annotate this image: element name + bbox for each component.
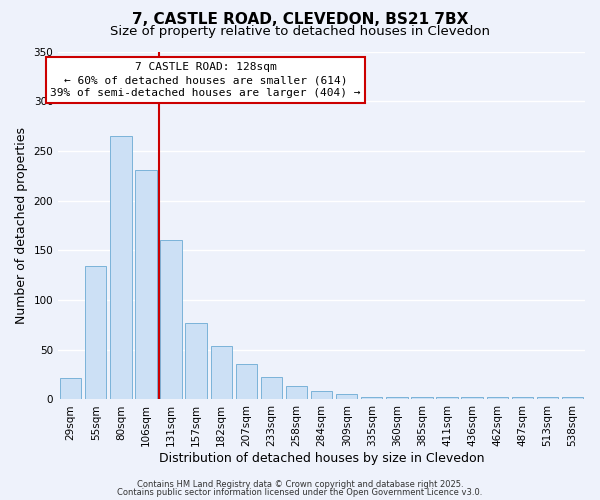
Text: Contains HM Land Registry data © Crown copyright and database right 2025.: Contains HM Land Registry data © Crown c…	[137, 480, 463, 489]
Bar	[512, 398, 533, 400]
Y-axis label: Number of detached properties: Number of detached properties	[15, 127, 28, 324]
Bar	[386, 398, 407, 400]
Bar	[562, 398, 583, 400]
Bar	[185, 323, 207, 400]
Bar	[311, 390, 332, 400]
Bar	[110, 136, 131, 400]
Bar	[336, 394, 358, 400]
X-axis label: Distribution of detached houses by size in Clevedon: Distribution of detached houses by size …	[159, 452, 484, 465]
Bar	[136, 170, 157, 400]
Bar	[211, 346, 232, 400]
Bar	[261, 376, 282, 400]
Bar	[85, 266, 106, 400]
Text: Contains public sector information licensed under the Open Government Licence v3: Contains public sector information licen…	[118, 488, 482, 497]
Bar	[236, 364, 257, 400]
Bar	[60, 378, 82, 400]
Text: 7 CASTLE ROAD: 128sqm
← 60% of detached houses are smaller (614)
39% of semi-det: 7 CASTLE ROAD: 128sqm ← 60% of detached …	[50, 62, 361, 98]
Bar	[461, 398, 483, 400]
Text: Size of property relative to detached houses in Clevedon: Size of property relative to detached ho…	[110, 25, 490, 38]
Bar	[361, 398, 382, 400]
Bar	[411, 398, 433, 400]
Bar	[537, 398, 558, 400]
Bar	[436, 398, 458, 400]
Bar	[487, 398, 508, 400]
Text: 7, CASTLE ROAD, CLEVEDON, BS21 7BX: 7, CASTLE ROAD, CLEVEDON, BS21 7BX	[132, 12, 468, 28]
Bar	[160, 240, 182, 400]
Bar	[286, 386, 307, 400]
